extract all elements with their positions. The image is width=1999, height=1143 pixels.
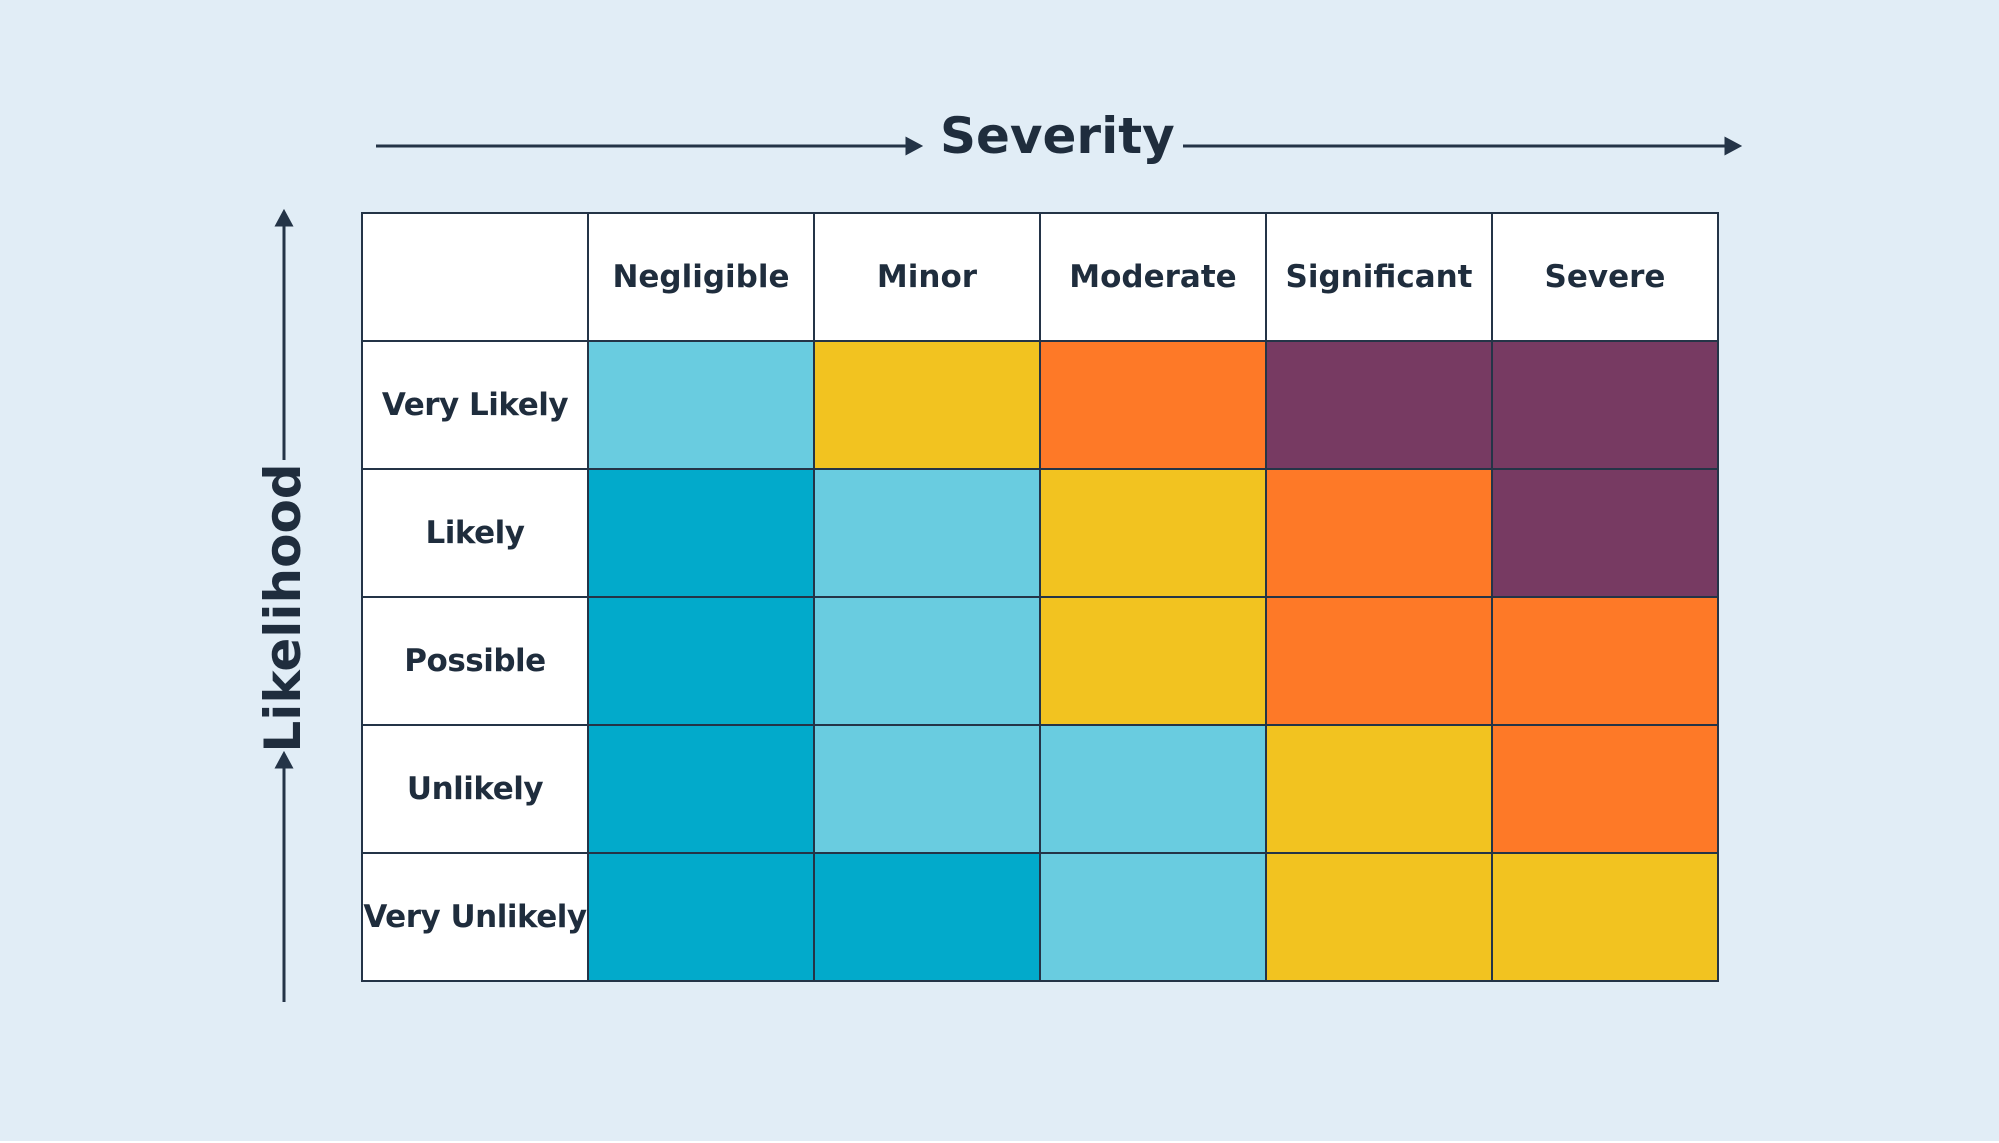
- risk-cell: [1491, 724, 1719, 854]
- risk-cell: [1039, 468, 1267, 598]
- matrix-row-very-unlikely: Very Unlikely: [361, 852, 1719, 982]
- risk-cell: [813, 468, 1041, 598]
- risk-cell: [587, 596, 815, 726]
- risk-cell: [587, 724, 815, 854]
- risk-cell: [813, 596, 1041, 726]
- risk-cell: [1491, 340, 1719, 470]
- risk-cell: [1039, 596, 1267, 726]
- row-header-unlikely: Unlikely: [361, 724, 589, 854]
- header-row: Negligible Minor Moderate Significant Se…: [361, 212, 1719, 342]
- column-header-severe: Severe: [1491, 212, 1719, 342]
- risk-cell: [1265, 852, 1493, 982]
- corner-cell: [361, 212, 589, 342]
- risk-cell: [813, 340, 1041, 470]
- bottom-strip: [0, 1141, 1999, 1143]
- column-header-moderate: Moderate: [1039, 212, 1267, 342]
- column-header-negligible: Negligible: [587, 212, 815, 342]
- risk-cell: [813, 724, 1041, 854]
- risk-matrix: Negligible Minor Moderate Significant Se…: [361, 212, 1719, 982]
- risk-cell: [587, 468, 815, 598]
- likelihood-arrow-top-head: [274, 208, 294, 227]
- risk-cell: [1265, 724, 1493, 854]
- column-header-significant: Significant: [1265, 212, 1493, 342]
- column-header-minor: Minor: [813, 212, 1041, 342]
- risk-cell: [587, 340, 815, 470]
- row-header-very-unlikely: Very Unlikely: [361, 852, 589, 982]
- matrix-row-very-likely: Very Likely: [361, 340, 1719, 470]
- severity-arrow-right-head: [1724, 136, 1743, 156]
- risk-cell: [1039, 852, 1267, 982]
- risk-cell: [1265, 596, 1493, 726]
- risk-cell: [1039, 724, 1267, 854]
- matrix-row-possible: Possible: [361, 596, 1719, 726]
- row-header-likely: Likely: [361, 468, 589, 598]
- severity-arrow-left-head: [905, 136, 924, 156]
- risk-cell: [587, 852, 815, 982]
- likelihood-axis-title: Likelihood: [254, 463, 312, 753]
- risk-cell: [813, 852, 1041, 982]
- risk-cell: [1491, 596, 1719, 726]
- risk-cell: [1265, 340, 1493, 470]
- risk-cell: [1491, 852, 1719, 982]
- severity-axis-title: Severity: [940, 107, 1175, 165]
- row-header-very-likely: Very Likely: [361, 340, 589, 470]
- risk-cell: [1491, 468, 1719, 598]
- risk-cell: [1039, 340, 1267, 470]
- risk-cell: [1265, 468, 1493, 598]
- matrix-row-unlikely: Unlikely: [361, 724, 1719, 854]
- row-header-possible: Possible: [361, 596, 589, 726]
- matrix-row-likely: Likely: [361, 468, 1719, 598]
